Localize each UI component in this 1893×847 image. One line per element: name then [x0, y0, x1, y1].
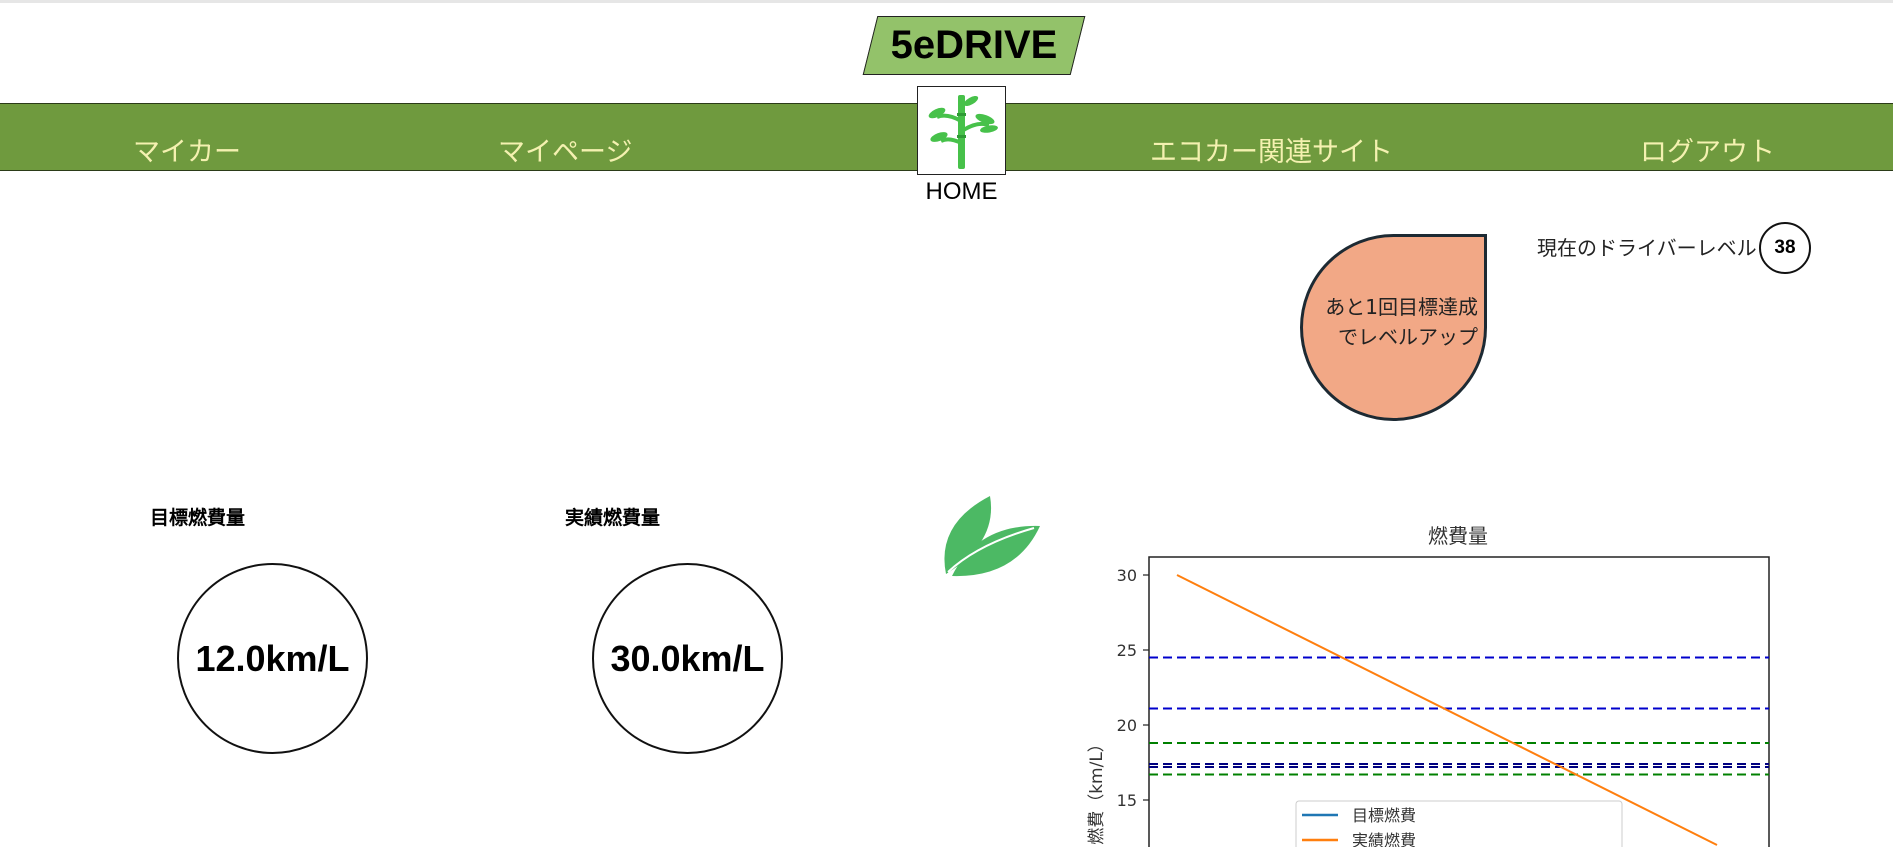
actual-fuel-title: 実績燃費量 — [565, 507, 661, 529]
nav-item-mycar[interactable]: マイカー — [133, 136, 241, 168]
home-label[interactable]: HOME — [925, 178, 998, 205]
level-up-line1: あと1回目標達成 — [1325, 295, 1478, 319]
target-fuel-title: 目標燃費量 — [150, 507, 246, 529]
y-tick-label-20: 20 — [1117, 716, 1137, 735]
target-fuel-value: 12.0km/L — [177, 563, 368, 754]
level-up-message: あと1回目標達成 でレベルアップ — [1310, 292, 1478, 352]
nav-item-mypage[interactable]: マイページ — [498, 136, 633, 168]
legend-box — [1295, 800, 1623, 847]
top-border — [0, 0, 1893, 3]
legend-item-actual: 実績燃費 — [1352, 831, 1416, 847]
level-up-bubble — [1300, 234, 1487, 421]
nav-item-ecocar-sites[interactable]: エコカー関連サイト — [1150, 136, 1393, 168]
driver-level-badge: 38 — [1759, 222, 1811, 274]
chart-y-label: 燃費（km/L） — [1087, 735, 1107, 845]
chart-title: 燃費量 — [1428, 524, 1488, 548]
series-line-actual — [1176, 574, 1718, 846]
leaf-icon — [944, 496, 1040, 577]
level-up-line2: でレベルアップ — [1338, 325, 1478, 349]
bamboo-icon — [928, 94, 998, 169]
chart-legend: 目標燃費 実績燃費 — [1295, 800, 1623, 847]
y-tick-label-25: 25 — [1117, 641, 1137, 660]
actual-fuel-value: 30.0km/L — [592, 563, 783, 754]
nav-item-logout[interactable]: ログアウト — [1640, 136, 1775, 168]
brand-title: 5eDRIVE — [890, 23, 1058, 67]
fuel-chart: 燃費量 15 20 25 30 燃費（km/L） 目標燃費 実績燃費 — [1087, 524, 1770, 847]
chart-plot-area — [1148, 556, 1770, 847]
chart-y-axis: 15 20 25 30 — [1117, 566, 1149, 810]
chart-series — [1176, 574, 1718, 846]
y-tick-label-30: 30 — [1117, 566, 1137, 585]
legend-item-target: 目標燃費 — [1352, 806, 1416, 825]
y-tick-label-15: 15 — [1117, 791, 1137, 810]
chart-reference-lines — [1149, 656, 1769, 776]
driver-level-label: 現在のドライバーレベル — [1537, 236, 1757, 260]
home-button[interactable] — [917, 86, 1006, 175]
